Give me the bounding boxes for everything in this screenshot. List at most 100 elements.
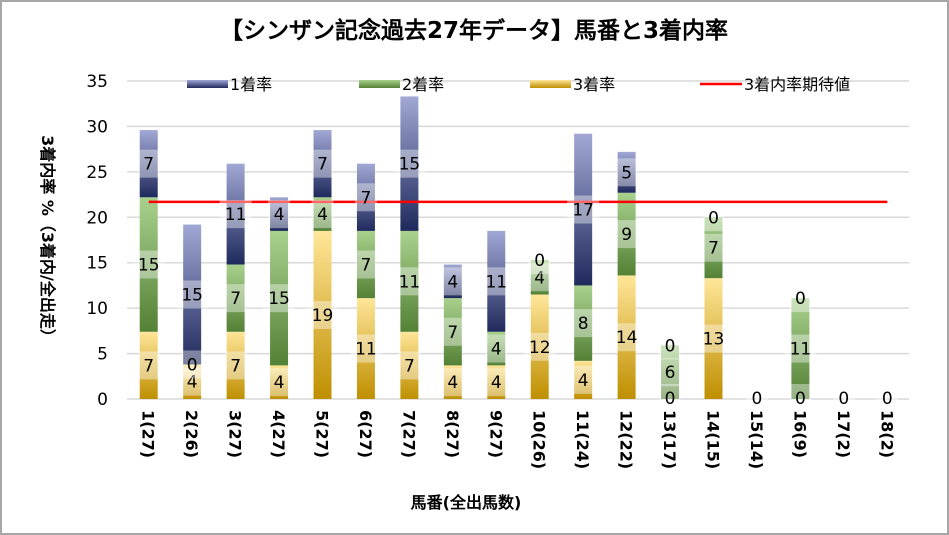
bar-segment-2nd xyxy=(617,192,636,276)
data-label-bg xyxy=(393,149,426,178)
data-label-bg xyxy=(702,233,725,262)
data-label-bg xyxy=(181,367,204,396)
x-tick-label: 18(2) xyxy=(877,410,896,458)
bar-segment-2nd xyxy=(661,345,680,399)
data-label: 4 xyxy=(274,205,285,225)
data-label: 7 xyxy=(143,155,154,175)
data-label-bg xyxy=(659,384,682,412)
bar-segment-1st xyxy=(356,163,375,231)
y-tick-label: 30 xyxy=(86,117,108,137)
x-axis-ticks: 1(27) 2(26) 3(27) 4(27) 5(27) 6(27) 7(27) 8(27)… xyxy=(139,410,897,469)
data-labels: 7157401577114154194711777111547444111240… xyxy=(132,149,899,412)
bar-segment-3rd xyxy=(139,331,158,399)
bar-segment-1st xyxy=(487,230,506,332)
bar-segment-3rd xyxy=(530,294,549,399)
x-tick-label: 17(2) xyxy=(834,410,853,458)
x-tick-label: 5(27) xyxy=(313,410,332,458)
bar-segment-1st xyxy=(139,130,158,198)
data-label: 11 xyxy=(225,205,247,225)
bar-segment-2nd xyxy=(139,197,158,332)
bar-segment-2nd xyxy=(356,230,375,299)
data-label: 0 xyxy=(708,208,719,228)
data-label-bg xyxy=(485,368,508,397)
data-label-bg xyxy=(572,309,595,338)
y-tick-label: 20 xyxy=(86,208,108,228)
bar-segment-3rd xyxy=(704,278,723,399)
y-tick-label: 10 xyxy=(86,299,108,319)
data-label: 0 xyxy=(534,251,545,271)
bar-segment-2nd xyxy=(487,331,506,366)
data-label: 12 xyxy=(529,338,551,358)
data-label-bg xyxy=(480,267,513,296)
data-label-bg xyxy=(268,368,291,397)
data-label-bg xyxy=(137,149,160,178)
data-label-bg xyxy=(306,300,339,329)
data-label-bg xyxy=(354,183,377,212)
data-label-bg xyxy=(485,334,508,363)
x-tick-label: 13(17) xyxy=(660,410,679,469)
data-label: 15 xyxy=(138,256,160,276)
data-label: 0 xyxy=(882,389,893,409)
data-label-bg xyxy=(789,284,812,313)
data-label: 7 xyxy=(317,155,328,175)
data-label: 15 xyxy=(399,155,421,175)
y-tick-label: 35 xyxy=(86,72,108,92)
data-label: 8 xyxy=(578,314,589,334)
bar-segment-3rd xyxy=(443,365,462,399)
bar-segment-3rd xyxy=(356,298,375,399)
data-label-bg xyxy=(523,332,556,361)
data-label: 19 xyxy=(312,306,334,326)
data-label: 7 xyxy=(361,256,372,276)
x-tick-label: 2(26) xyxy=(182,410,201,458)
x-tick-label: 4(27) xyxy=(269,410,288,458)
data-label-bg xyxy=(176,280,209,309)
x-tick-label: 11(24) xyxy=(573,410,592,469)
data-label: 6 xyxy=(665,363,676,383)
chart-title: 【シンザン記念過去27年データ】馬番と3着内率 xyxy=(220,17,728,44)
data-label: 11 xyxy=(485,272,507,292)
data-label-bg xyxy=(784,334,817,363)
y-tick-label: 25 xyxy=(86,163,108,183)
data-label-bg xyxy=(659,358,682,387)
data-label-bg xyxy=(354,250,377,279)
y-tick-label: 15 xyxy=(86,254,108,274)
data-label-bg xyxy=(697,324,730,353)
legend-swatch xyxy=(187,80,228,88)
y-axis-title: 3着内率 %（3着内/全出走） xyxy=(38,135,57,345)
data-label: 7 xyxy=(361,188,372,208)
x-tick-label: 1(27) xyxy=(139,410,158,458)
x-tick-label: 6(27) xyxy=(356,410,375,458)
data-label: 4 xyxy=(534,268,545,288)
bar-segment-3rd xyxy=(617,275,636,399)
data-label: 0 xyxy=(752,389,763,409)
data-label: 0 xyxy=(795,389,806,409)
legend-label: 1着率 xyxy=(230,75,272,94)
x-tick-label: 12(22) xyxy=(617,410,636,469)
legend-label: 3着内率期待値 xyxy=(744,75,850,94)
y-axis-ticks: 0 5 10 15 20 25 30 35 xyxy=(86,72,108,410)
data-label-bg xyxy=(268,200,291,229)
gridlines xyxy=(127,80,909,400)
data-label-bg xyxy=(832,384,855,412)
x-tick-label: 14(15) xyxy=(704,410,723,469)
bar-segment-2nd xyxy=(791,298,810,399)
data-label-bg xyxy=(441,317,464,346)
data-label: 4 xyxy=(491,340,502,360)
data-label: 7 xyxy=(143,356,154,376)
data-label: 7 xyxy=(404,356,415,376)
data-label: 14 xyxy=(616,328,638,348)
bar-segment-1st xyxy=(443,264,462,299)
bar-segment-1st xyxy=(617,151,636,193)
bar-segment-1st xyxy=(270,197,289,231)
data-label: 0 xyxy=(665,389,676,409)
data-label: 11 xyxy=(355,340,377,360)
data-label-bg xyxy=(528,263,551,292)
x-tick-label: 3(27) xyxy=(226,410,245,458)
bar-segment-2nd xyxy=(443,298,462,366)
data-label-bg xyxy=(572,365,595,394)
data-label-bg xyxy=(610,323,643,352)
x-axis-title: 馬番(全出馬数) xyxy=(411,493,522,512)
data-label: 5 xyxy=(621,163,632,183)
data-label: 15 xyxy=(181,286,203,306)
